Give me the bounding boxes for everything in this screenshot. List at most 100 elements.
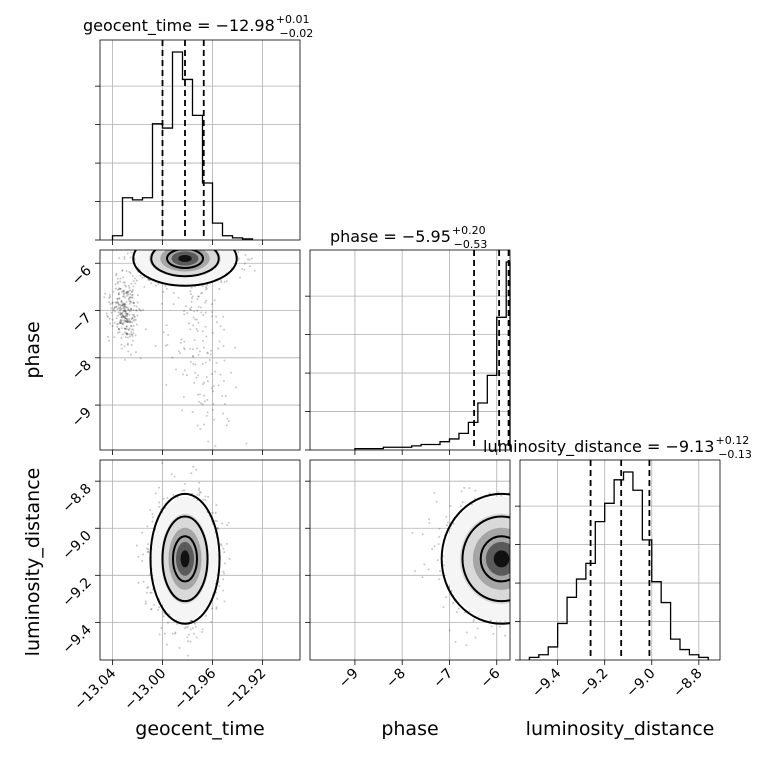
scatter-point <box>120 313 123 316</box>
scatter-point <box>516 541 518 543</box>
scatter-point <box>489 619 492 622</box>
scatter-point <box>128 308 131 311</box>
title-geocent-time: geocent_time = −12.98+0.01 −0.02 <box>83 13 313 40</box>
scatter-point <box>149 591 152 594</box>
scatter-point <box>177 244 179 246</box>
scatter-point <box>196 298 199 301</box>
scatter-point <box>130 318 133 321</box>
scatter-point <box>244 253 247 256</box>
scatter-point <box>546 561 548 563</box>
scatter-point <box>539 569 541 571</box>
scatter-point <box>536 571 538 573</box>
scatter-point <box>129 256 132 259</box>
scatter-point <box>147 551 150 554</box>
scatter-point <box>217 347 220 350</box>
scatter-point <box>191 236 193 238</box>
scatter-point <box>193 339 196 342</box>
scatter-point <box>131 335 134 338</box>
title-luminosity-distance: luminosity_distance = −9.13+0.12 −0.13 <box>483 434 752 461</box>
scatter-point <box>121 315 124 318</box>
scatter-point <box>119 306 122 309</box>
scatter-point <box>527 576 529 578</box>
scatter-point <box>215 321 218 324</box>
scatter-point <box>201 403 204 406</box>
scatter-point <box>544 570 546 572</box>
scatter-point <box>133 302 136 305</box>
x-tick-label: −9.2 <box>576 666 611 701</box>
scatter-point <box>113 307 116 310</box>
scatter-point <box>169 248 171 250</box>
scatter-point <box>510 578 512 580</box>
scatter-point <box>197 374 200 377</box>
scatter-point <box>513 560 515 562</box>
scatter-point <box>522 574 524 576</box>
scatter-point <box>132 301 135 304</box>
scatter-point <box>199 246 201 248</box>
scatter-point <box>207 245 209 247</box>
scatter-point <box>197 247 199 249</box>
scatter-point <box>194 237 196 239</box>
scatter-point <box>121 302 124 305</box>
scatter-point <box>195 245 197 247</box>
scatter-point <box>187 654 190 657</box>
scatter-point <box>204 301 207 304</box>
scatter-point <box>529 536 531 538</box>
scatter-point <box>147 543 150 546</box>
scatter-point <box>544 519 546 521</box>
scatter-point <box>561 628 563 630</box>
scatter-point <box>164 247 166 249</box>
scatter-point <box>129 301 132 304</box>
scatter-point <box>124 312 127 315</box>
scatter-point <box>510 563 512 565</box>
scatter-point <box>171 246 173 248</box>
scatter-point <box>197 295 200 298</box>
scatter-point <box>539 515 541 517</box>
y-tick-label: −9.0 <box>59 528 94 563</box>
x-tick-label: −8 <box>383 666 409 692</box>
scatter-point <box>525 538 527 540</box>
scatter-point <box>192 355 195 358</box>
scatter-point <box>110 307 113 310</box>
scatter-point <box>165 324 168 327</box>
scatter-point <box>522 565 524 567</box>
scatter-point <box>157 486 160 489</box>
scatter-point <box>124 320 127 323</box>
scatter-point <box>158 501 161 504</box>
scatter-point <box>198 400 201 403</box>
scatter-point <box>139 357 142 360</box>
scatter-point <box>126 306 129 309</box>
contour-layer <box>132 250 510 625</box>
scatter-point <box>521 550 523 552</box>
scatter-point <box>149 242 151 244</box>
scatter-point <box>514 546 516 548</box>
scatter-point <box>116 297 119 300</box>
scatter-point <box>123 281 126 284</box>
scatter-point <box>573 571 575 573</box>
scatter-point <box>535 525 537 527</box>
scatter-point <box>130 343 133 346</box>
scatter-point <box>530 592 532 594</box>
scatter-point <box>523 570 525 572</box>
scatter-point <box>528 568 530 570</box>
scatter-point <box>131 244 133 246</box>
scatter-point <box>191 348 194 351</box>
scatter-point <box>119 313 122 316</box>
scatter-point <box>195 328 198 331</box>
scatter-point <box>488 492 491 495</box>
scatter-point <box>135 305 138 308</box>
scatter-point <box>524 529 526 531</box>
scatter-point <box>105 312 108 315</box>
scatter-point <box>183 348 186 351</box>
scatter-point <box>516 547 518 549</box>
scatter-point <box>513 582 515 584</box>
scatter-point <box>168 244 170 246</box>
scatter-point <box>127 290 130 293</box>
scatter-point <box>540 520 542 522</box>
scatter-point <box>186 248 188 250</box>
scatter-point <box>463 486 466 489</box>
scatter-point <box>223 600 226 603</box>
scatter-point <box>126 318 129 321</box>
scatter-point <box>534 571 536 573</box>
scatter-point <box>221 412 224 415</box>
scatter-point <box>135 309 138 312</box>
